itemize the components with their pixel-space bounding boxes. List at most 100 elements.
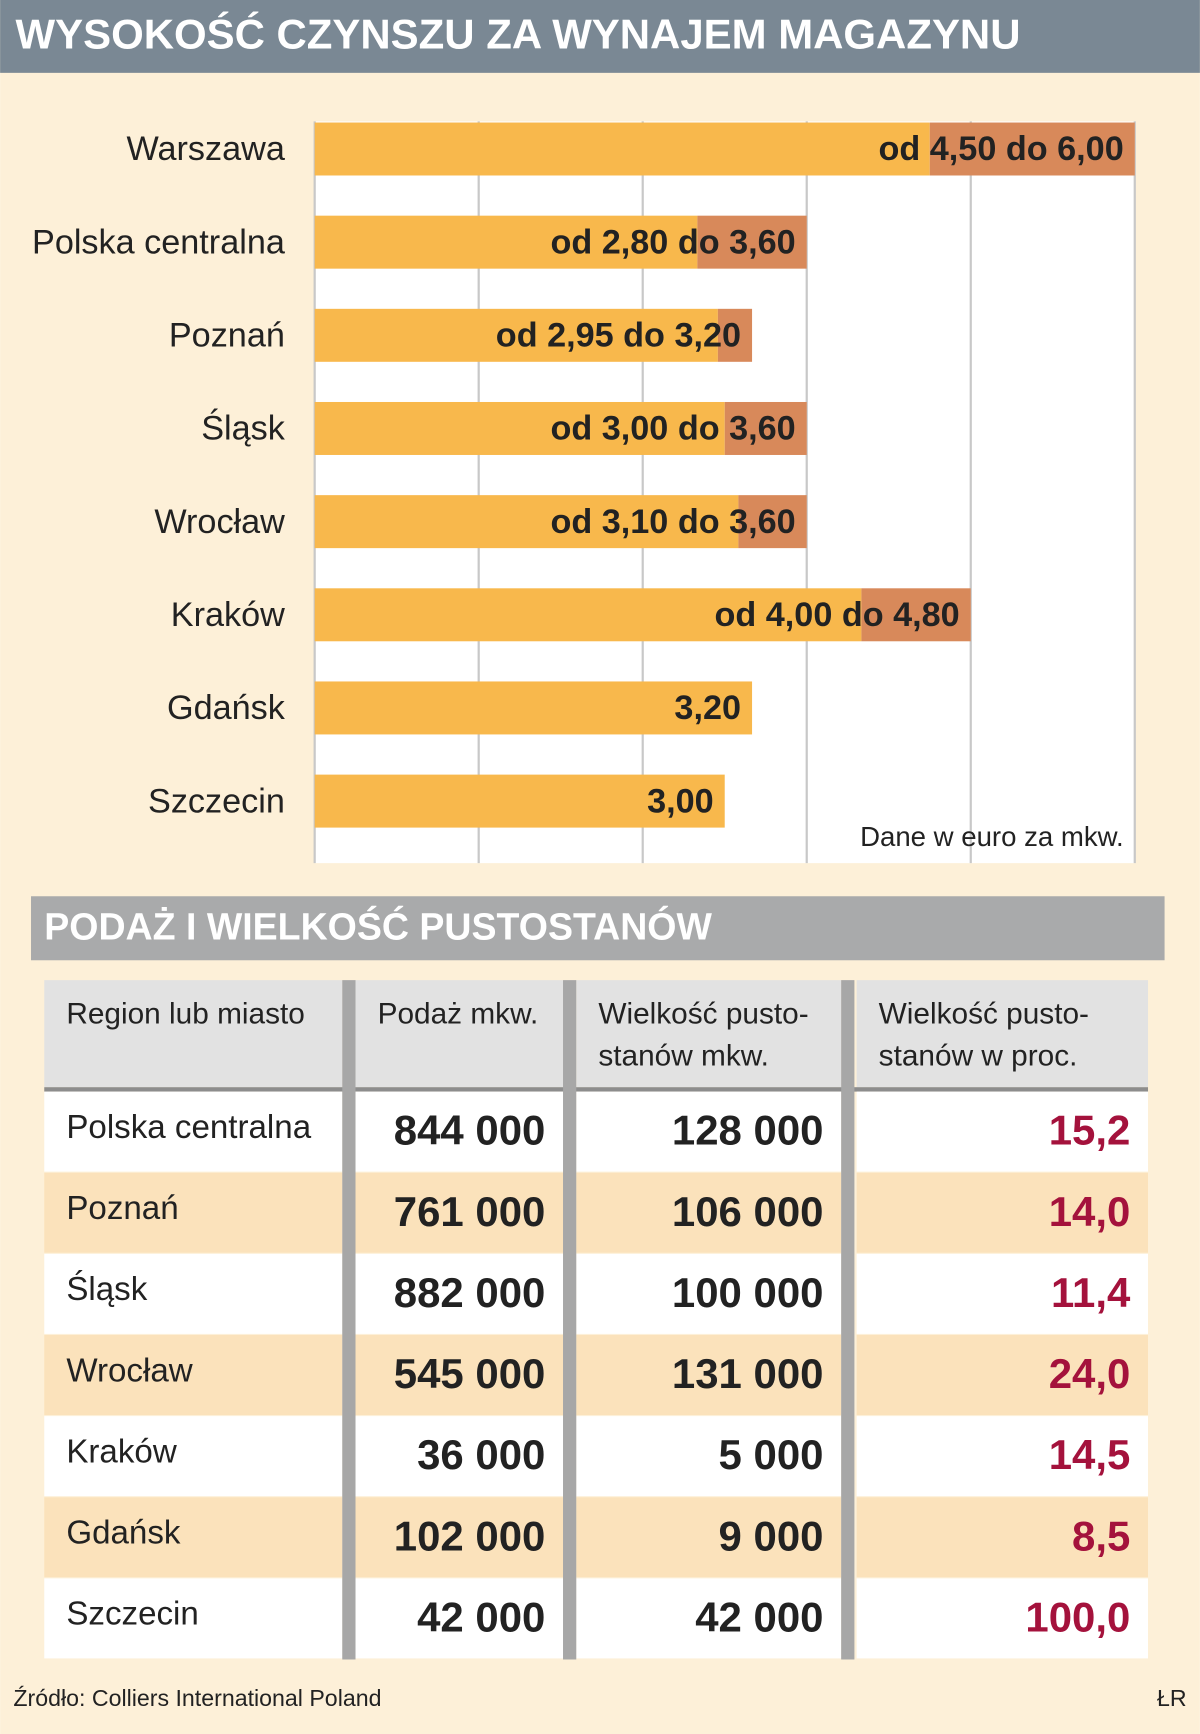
bar [314,122,930,176]
cell-number: 761 000 [394,1188,546,1235]
bar [314,774,725,828]
cell [576,1497,842,1578]
category-label: Warszawa [127,130,286,168]
source: Źródło: Colliers International Poland [13,1685,381,1711]
cell-number: 106 000 [672,1188,824,1235]
cell [355,1091,564,1172]
cell [355,1578,564,1659]
bar-range [738,495,807,549]
cell-text: Śląsk [66,1269,147,1308]
bar-range [929,122,1135,176]
value-label: od 4,50 do 6,00 [879,130,1124,168]
bar-range [724,401,807,455]
cell-number: 14,0 [1049,1188,1131,1235]
category-label: Wrocław [154,503,285,541]
column-separator [563,980,577,1660]
cell [355,1497,564,1578]
cell [856,1497,1149,1578]
cell-text: Kraków [66,1433,176,1470]
cell-number: 100 000 [672,1269,824,1316]
category-label: Poznań [169,317,285,355]
cell-number: 9 000 [719,1512,824,1559]
bar-range [697,215,807,269]
cell [856,1416,1149,1497]
value-label: od 4,00 do 4,80 [714,596,959,634]
table-title: PODAŻ I WIELKOŚĆ PUSTOSTANÓW [44,905,712,947]
cell-number: 131 000 [672,1350,824,1397]
cell-number: 882 000 [394,1269,546,1316]
cell-number: 8,5 [1072,1512,1130,1559]
cell-number: 545 000 [394,1350,546,1397]
cell-number: 36 000 [417,1431,545,1478]
header-cell [355,980,564,1088]
bar [314,588,862,642]
category-label: Gdańsk [167,689,286,727]
cell [44,1578,343,1659]
header-text: Podaż mkw. [378,997,539,1030]
cell-number: 100,0 [1025,1593,1130,1640]
cell [576,1578,842,1659]
cell [576,1416,842,1497]
cell [44,1334,343,1416]
table-title-bar [31,896,1165,961]
cell [355,1172,564,1253]
cell-number: 14,5 [1049,1431,1131,1478]
bar-range [717,308,753,362]
cell [355,1253,564,1334]
header-text: stanów w proc. [879,1039,1078,1072]
category-label: Kraków [171,596,285,634]
header-text: Wielkość pusto- [598,997,808,1030]
bar [314,495,739,549]
cell [856,1091,1149,1172]
header-cell [856,980,1149,1088]
column-separator [342,980,356,1660]
cell [576,1091,842,1172]
bar [314,401,725,455]
cell-number: 15,2 [1049,1107,1131,1154]
category-label: Śląsk [201,408,286,448]
cell-text: Poznań [66,1190,178,1227]
cell [44,1253,343,1334]
value-label: od 3,10 do 3,60 [550,503,795,541]
value-label: 3,00 [647,782,714,820]
cell [355,1416,564,1497]
value-label: od 3,00 do 3,60 [550,410,795,448]
cell-number: 102 000 [394,1512,546,1559]
cell-text: Polska centralna [66,1109,311,1146]
header-rule [44,1087,1149,1092]
cell-number: 5 000 [719,1431,824,1478]
cell-number: 11,4 [1051,1269,1131,1316]
cell-number: 844 000 [394,1107,546,1154]
author: ŁR [1157,1685,1187,1711]
cell [856,1172,1149,1253]
bar [314,308,718,362]
cell [576,1253,842,1334]
value-label: od 2,95 do 3,20 [496,317,741,355]
column-separator [841,980,855,1660]
cell-text: Wrocław [66,1352,192,1389]
cell [44,1497,343,1578]
value-label: od 2,80 do 3,60 [550,223,795,261]
header-cell [576,980,842,1088]
chart-title: WYSOKOŚĆ CZYNSZU ZA WYNAJEM MAGAZYNU [16,10,1021,58]
cell-number: 42 000 [695,1593,823,1640]
cell-number: 128 000 [672,1107,824,1154]
title-bar [0,0,1200,73]
header-text: Region lub miasto [66,997,305,1030]
bar [314,215,698,269]
cell-text: Gdańsk [66,1515,181,1552]
bar-range [861,588,971,642]
cell [44,1091,343,1172]
value-label: 3,20 [674,689,741,727]
header-text: stanów mkw. [598,1039,769,1072]
cell [576,1334,842,1416]
cell [44,1172,343,1253]
cell [856,1334,1149,1416]
cell-number: 24,0 [1049,1350,1131,1397]
chart-note: Dane w euro za mkw. [860,821,1124,852]
cell-number: 42 000 [417,1593,545,1640]
cell [576,1172,842,1253]
cell [355,1334,564,1416]
